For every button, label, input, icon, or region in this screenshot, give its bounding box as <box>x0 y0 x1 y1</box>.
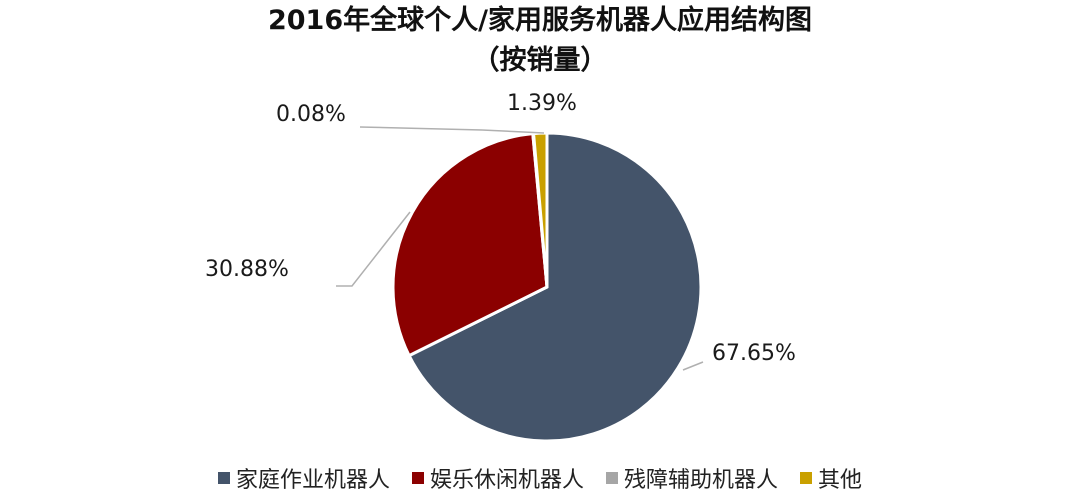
legend-item-assistive-robot: 残障辅助机器人 <box>606 462 778 494</box>
legend-swatch-assistive-robot <box>606 472 618 484</box>
legend-item-entertainment-robot: 娱乐休闲机器人 <box>411 462 584 494</box>
legend-label-other: 其他 <box>818 468 863 493</box>
legend-swatch-entertainment-robot <box>411 472 424 484</box>
legend-swatch-other <box>800 472 813 484</box>
data-label-assistive-robot: 0.08% <box>276 102 346 127</box>
data-label-home-robot: 67.65% <box>712 341 796 366</box>
pie-slice-home-robot <box>407 131 703 443</box>
leader-line-home-robot <box>682 361 704 371</box>
legend-label-home-robot: 家庭作业机器人 <box>235 468 390 493</box>
leader-line-assistive-robot <box>359 126 545 134</box>
leader-line-entertainment-robot <box>336 211 411 287</box>
legend-label-entertainment-robot: 娱乐休闲机器人 <box>429 468 584 493</box>
legend-item-home-robot: 家庭作业机器人 <box>217 462 390 494</box>
data-label-other: 1.39% <box>507 91 577 116</box>
legend-label-assistive-robot: 残障辅助机器人 <box>624 468 779 493</box>
legend: 家庭作业机器人 娱乐休闲机器人 残障辅助机器人 其他 <box>0 462 1080 494</box>
legend-swatch-home-robot <box>217 472 230 484</box>
chart-subtitle: （按销量） <box>472 45 608 76</box>
data-label-entertainment-robot: 30.88% <box>205 257 289 282</box>
legend-item-other: 其他 <box>800 462 862 494</box>
chart-title: 2016年全球个人/家用服务机器人应用结构图 <box>267 5 812 36</box>
pie-slice-entertainment-robot <box>391 132 549 358</box>
